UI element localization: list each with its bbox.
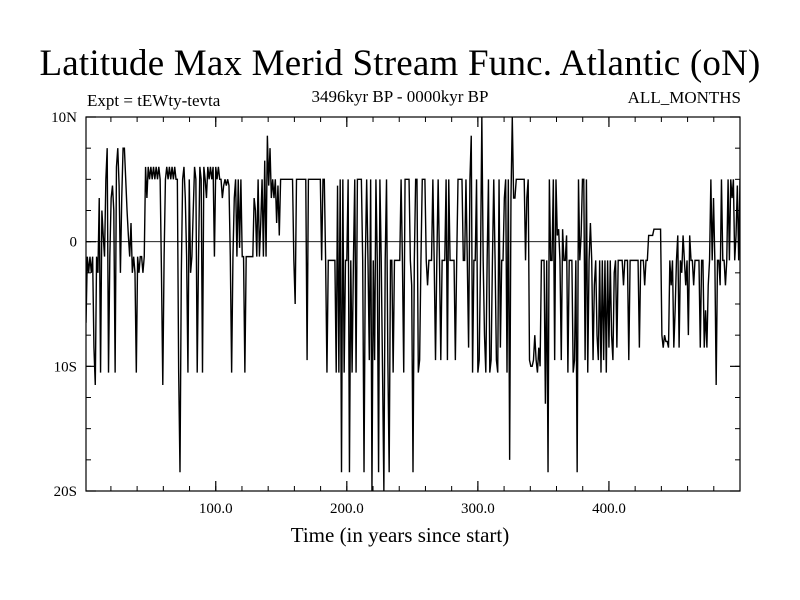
x-tick-label: 200.0 (330, 501, 364, 517)
y-tick-label: 20S (54, 484, 77, 500)
x-tick-label: 400.0 (592, 501, 626, 517)
y-tick-label: 10N (51, 110, 77, 126)
x-axis-label: Time (in years since start) (290, 523, 510, 547)
y-tick-label: 0 (70, 235, 78, 251)
months-label: ALL_MONTHS (627, 88, 741, 107)
time-range-label: 3496kyr BP - 0000kyr BP (311, 87, 489, 106)
experiment-label: Expt = tEWty-tevta (87, 91, 221, 110)
x-tick-label: 300.0 (461, 501, 495, 517)
x-tick-label: 100.0 (199, 501, 233, 517)
y-tick-label: 10S (54, 359, 77, 375)
series-line (86, 117, 740, 491)
chart-title: Latitude Max Merid Stream Func. Atlantic… (39, 43, 761, 84)
